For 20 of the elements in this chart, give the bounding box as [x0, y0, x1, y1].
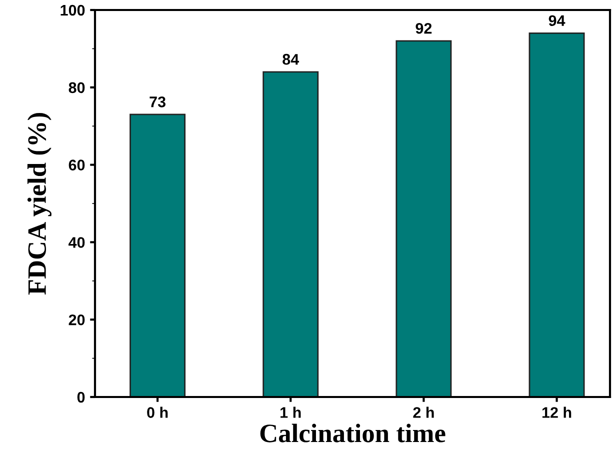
data-label: 94	[548, 15, 566, 26]
y-tick-label: 80	[68, 82, 85, 94]
y-tick-label: 100	[60, 4, 85, 16]
data-label: 84	[282, 54, 300, 65]
bar	[528, 32, 585, 397]
x-tick-label: 0 h	[147, 406, 168, 418]
x-tick-label: 1 h	[280, 406, 301, 418]
y-tick-label: 0	[77, 392, 85, 403]
y-tick-label: 60	[68, 160, 85, 170]
y-tick-label: 20	[68, 314, 85, 326]
data-label: 73	[150, 96, 166, 108]
x-tick-label: 2 h	[413, 406, 434, 418]
x-axis-title: Calcination time	[260, 424, 446, 442]
y-tick-label: 40	[68, 237, 85, 248]
bar	[130, 114, 186, 397]
x-tick-label: 12 h	[542, 406, 572, 418]
data-label: 92	[416, 22, 432, 34]
y-axis-title: FDCA yield (%)	[27, 113, 52, 295]
bar	[262, 71, 319, 397]
bar	[396, 40, 452, 397]
